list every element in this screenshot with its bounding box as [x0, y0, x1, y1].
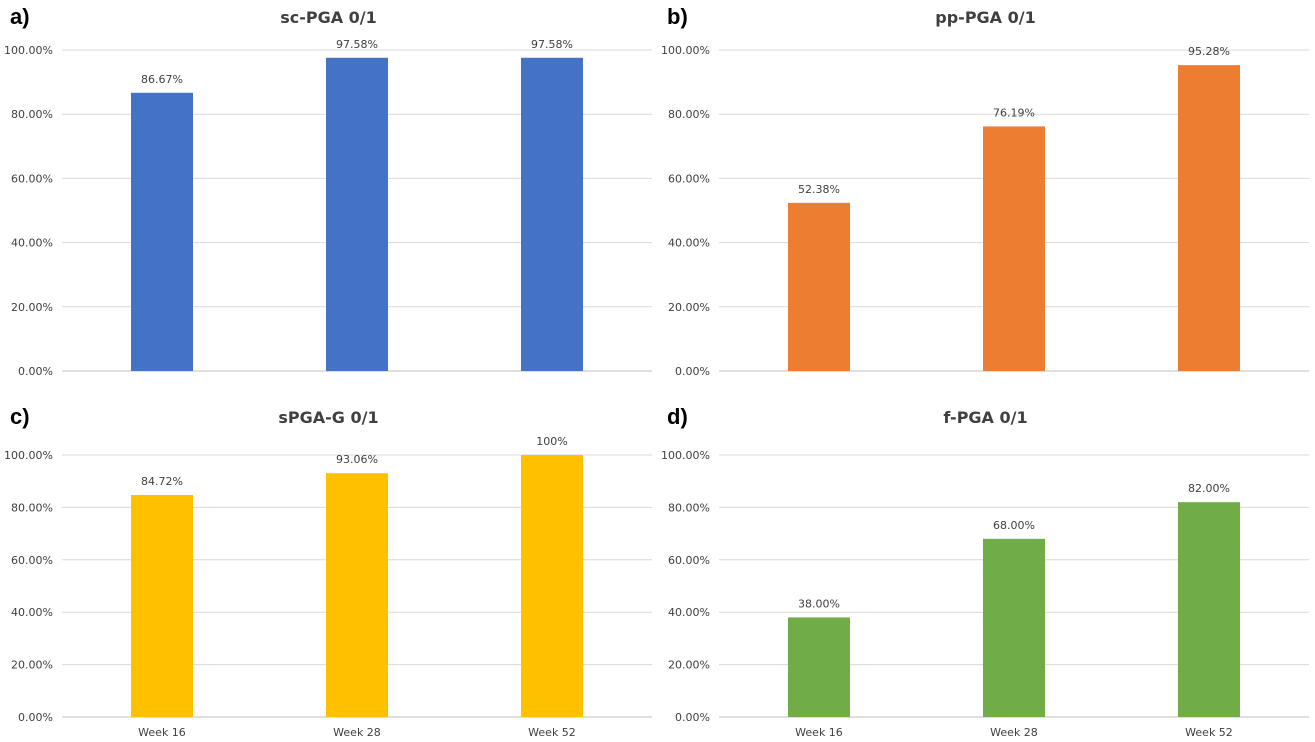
- y-tick-label: 40.00%: [668, 237, 710, 250]
- data-label: 68.00%: [993, 519, 1035, 532]
- y-tick-label: 100.00%: [4, 449, 53, 462]
- y-tick-label: 20.00%: [668, 301, 710, 314]
- chart-panel-b: 0.00% 20.00% 40.00% 60.00% 80.00% 100.00% 52.3…: [657, 0, 1314, 382]
- y-tick-label: 100.00%: [4, 44, 53, 57]
- y-tick-label: 40.00%: [11, 606, 53, 619]
- data-label: 100%: [536, 435, 567, 448]
- y-tick-label: 20.00%: [668, 659, 710, 672]
- bar: [131, 495, 193, 717]
- y-tick-label: 80.00%: [668, 501, 710, 514]
- x-tick-label: Week 28: [333, 726, 381, 739]
- data-label: 38.00%: [798, 597, 840, 610]
- y-tick-label: 80.00%: [11, 501, 53, 514]
- y-tick-label: 100.00%: [661, 449, 710, 462]
- y-tick-label: 60.00%: [11, 554, 53, 567]
- data-label: 95.28%: [1188, 45, 1230, 58]
- bar: [521, 57, 583, 372]
- data-label: 97.58%: [531, 38, 573, 51]
- y-tick-label: 0.00%: [18, 711, 53, 724]
- bar: [788, 617, 850, 717]
- bar: [983, 538, 1045, 717]
- y-tick-label: 20.00%: [11, 659, 53, 672]
- x-tick-label: Week 52: [528, 726, 576, 739]
- data-label: 52.38%: [798, 183, 840, 196]
- chart-title-b: pp-PGA 0/1: [935, 8, 1036, 27]
- x-tick-label: Week 16: [138, 726, 186, 739]
- chart-panel-a: 0.00% 20.00% 40.00% 60.00% 80.00% 100.00% 86.6…: [0, 0, 657, 382]
- data-label: 84.72%: [141, 475, 183, 488]
- y-tick-label: 0.00%: [675, 711, 710, 724]
- data-label: 97.58%: [336, 38, 378, 51]
- chart-panel-c: 0.00% 20.00% 40.00% 60.00% 80.00% 100.00% 84.7…: [0, 400, 657, 742]
- panel-label-d: d): [667, 404, 688, 429]
- bar: [131, 92, 193, 371]
- y-tick-label: 0.00%: [18, 365, 53, 378]
- x-tick-label: Week 16: [795, 380, 843, 382]
- bar: [983, 126, 1045, 371]
- y-tick-label: 60.00%: [668, 554, 710, 567]
- data-label: 76.19%: [993, 106, 1035, 119]
- chart-panel-d: 0.00% 20.00% 40.00% 60.00% 80.00% 100.00% 38.0…: [657, 400, 1314, 742]
- chart-title-a: sc-PGA 0/1: [280, 8, 377, 27]
- x-tick-label: Week 28: [990, 380, 1038, 382]
- panel-label-c: c): [10, 404, 30, 429]
- x-tick-label: Week 52: [1185, 726, 1233, 739]
- y-tick-label: 0.00%: [675, 365, 710, 378]
- chart-title-d: f-PGA 0/1: [943, 408, 1028, 427]
- data-label: 93.06%: [336, 453, 378, 466]
- plot-area-d: 0.00% 20.00% 40.00% 60.00% 80.00% 100.00% 38.0…: [661, 449, 1309, 739]
- y-tick-label: 80.00%: [11, 108, 53, 121]
- plot-area-b: 0.00% 20.00% 40.00% 60.00% 80.00% 100.00% 52.3…: [661, 44, 1309, 382]
- x-tick-label: Week 16: [138, 380, 186, 382]
- bar: [788, 202, 850, 371]
- bar: [1178, 502, 1240, 717]
- bar: [521, 455, 583, 717]
- x-tick-label: Week 28: [333, 380, 381, 382]
- chart-title-c: sPGA-G 0/1: [278, 408, 379, 427]
- x-tick-label: Week 52: [528, 380, 576, 382]
- y-tick-label: 20.00%: [11, 301, 53, 314]
- x-tick-label: Week 16: [795, 726, 843, 739]
- bar: [326, 473, 388, 717]
- x-tick-label: Week 52: [1185, 380, 1233, 382]
- panel-label-a: a): [10, 4, 30, 29]
- plot-area-c: 0.00% 20.00% 40.00% 60.00% 80.00% 100.00% 84.7…: [4, 435, 652, 739]
- bar: [1178, 65, 1240, 372]
- y-tick-label: 60.00%: [11, 172, 53, 185]
- y-tick-label: 40.00%: [668, 606, 710, 619]
- y-tick-label: 80.00%: [668, 108, 710, 121]
- plot-area-a: 0.00% 20.00% 40.00% 60.00% 80.00% 100.00% 86.6…: [4, 38, 652, 382]
- x-tick-label: Week 28: [990, 726, 1038, 739]
- data-label: 82.00%: [1188, 482, 1230, 495]
- y-tick-label: 40.00%: [11, 237, 53, 250]
- y-tick-label: 60.00%: [668, 172, 710, 185]
- y-tick-label: 100.00%: [661, 44, 710, 57]
- data-label: 86.67%: [141, 73, 183, 86]
- bar: [326, 57, 388, 372]
- panel-label-b: b): [667, 4, 688, 29]
